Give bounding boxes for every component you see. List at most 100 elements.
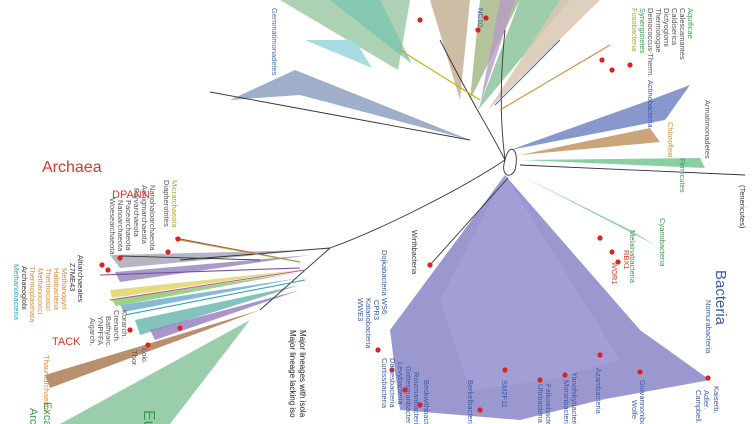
branch-left-grey bbox=[209, 91, 471, 141]
label-falkowbacteria: Falkowbacteria bbox=[544, 384, 553, 424]
clade-wedge-euryarchaeota-blue bbox=[120, 278, 300, 312]
label-methanococci: Methanococci bbox=[36, 268, 45, 315]
label-caldiserica: Caldiserica bbox=[670, 8, 679, 46]
clade-wedge-grey-blue bbox=[230, 70, 470, 140]
clade-wedge-euryarchaeota-green bbox=[112, 272, 300, 306]
label-roizmanbacteria: Roizmanbacteria bbox=[412, 372, 421, 424]
branch-pink bbox=[109, 269, 306, 301]
label-adlerbacteria: Adler. bbox=[702, 390, 711, 409]
bacteria-lineage-labels: Gemmatimonadetes NC10 Aquificae Calescam… bbox=[270, 8, 747, 424]
label-nanohaloarchaeota: Nanohaloarchaeota bbox=[148, 185, 157, 251]
label-aigarch: Aigarch. bbox=[88, 318, 97, 346]
clade-wedge-dpann-purple bbox=[115, 255, 310, 282]
label-bathyarch: Bathyarc. bbox=[104, 316, 113, 348]
label-uhrbacteria: Uhrbacteria bbox=[536, 384, 545, 424]
clade-wedge-eukaryota bbox=[60, 320, 250, 424]
marker-dot bbox=[597, 352, 603, 358]
label-firmicutes: Firmicutes bbox=[678, 158, 687, 193]
branch-root-archaea bbox=[329, 159, 506, 249]
label-thor: Thor. bbox=[130, 350, 139, 367]
marker-dot bbox=[615, 259, 621, 265]
label-aenigmarchaeota: Aenigmarchaeota bbox=[140, 185, 149, 245]
label-eukaryota: Euk bbox=[140, 410, 157, 424]
marker-dot bbox=[609, 249, 615, 255]
label-bacteria: Bacteria bbox=[712, 270, 729, 326]
branch-purple bbox=[99, 267, 301, 276]
clade-wedge-cyanobacteria bbox=[520, 175, 655, 245]
clade-wedge-actinobacteria bbox=[510, 85, 690, 150]
label-tack: TACK bbox=[52, 336, 81, 348]
label-wor1: WOR1 bbox=[610, 262, 619, 285]
clade-wedge-purple-top bbox=[480, 0, 515, 105]
label-aquificae: Aquificae bbox=[686, 8, 695, 39]
branch-cyan bbox=[124, 279, 306, 316]
clade-wedge-thaumarchaeota bbox=[45, 310, 260, 388]
marker-dot bbox=[127, 327, 133, 333]
clade-wedge-top-teal bbox=[330, 0, 412, 64]
label-nanoarchaeota: Nanoarchaeota bbox=[116, 200, 125, 252]
clade-wedge-cyan bbox=[305, 40, 372, 68]
marker-dot bbox=[483, 15, 489, 21]
label-curtissbacteria: Curtissbacteria bbox=[380, 358, 389, 409]
label-wwe3: WWE3 bbox=[356, 298, 365, 321]
label-synergistetes: Synergistetes bbox=[638, 8, 647, 54]
marker-dot bbox=[627, 62, 633, 68]
label-chloroflexi: Chloroflexi bbox=[666, 122, 675, 158]
marker-dot bbox=[427, 262, 433, 268]
clade-wedge-firmicutes bbox=[520, 158, 705, 168]
label-archaea: Archaea bbox=[42, 159, 102, 176]
marker-dot bbox=[562, 372, 568, 378]
marker-dot bbox=[475, 27, 481, 33]
clade-wedge-tack-purple bbox=[150, 290, 300, 340]
label-micrarchaeota: Micrarchaeota bbox=[170, 180, 179, 228]
label-nomurabacteria: Nomurabacteria bbox=[704, 300, 713, 354]
label-gemmatimonadetes: Gemmatimonadetes bbox=[270, 8, 279, 76]
marker-dot bbox=[105, 267, 111, 273]
branch-tenericutes bbox=[519, 164, 746, 176]
bacteria-clades bbox=[230, 0, 710, 420]
marker-dot bbox=[597, 235, 603, 241]
label-moranbacteria: Moranbacteria bbox=[562, 380, 571, 424]
branch-blue-top bbox=[494, 39, 561, 106]
clade-wedge-chloroflexi bbox=[520, 128, 660, 155]
marker-dot bbox=[145, 342, 151, 348]
branch-wirthbacteria bbox=[429, 177, 509, 266]
clade-wedge-cpr-inner bbox=[440, 175, 620, 390]
archaea-lineage-labels: Micrarchaeota Diapherotrites Nanohaloarc… bbox=[12, 180, 179, 424]
label-deinococcus: Deinococcus-Therm. bbox=[646, 8, 655, 77]
label-ynpffa: YNPFFA bbox=[96, 316, 105, 345]
label-thermoplasmata: Thermoplasmata bbox=[28, 266, 37, 323]
label-crenarch: Crenarch. bbox=[112, 310, 121, 343]
label-diapherotrites: Diapherotrites bbox=[162, 180, 171, 227]
branch-bacteria-top bbox=[439, 39, 506, 161]
marker-dot bbox=[599, 57, 605, 63]
label-azambacteria: Azambacteria bbox=[594, 368, 603, 415]
marker-dot bbox=[389, 367, 395, 373]
label-beckwithbacteria: Beckwithbacteria bbox=[422, 380, 431, 424]
clade-wedge-tan bbox=[430, 0, 470, 100]
marker-dot bbox=[637, 369, 643, 375]
label-rbx1: RBX1 bbox=[622, 250, 631, 270]
label-kaiserbacteria: Kaiserb. bbox=[712, 386, 721, 414]
label-cpr3: CPR3 bbox=[372, 300, 381, 320]
label-archaeplastida: Arc bbox=[27, 408, 39, 424]
label-giovannonibacteria: Giovannonibacteria bbox=[638, 380, 647, 424]
label-armatimonadetes: Armatimonadetes bbox=[703, 100, 712, 159]
label-excavata: Exca bbox=[41, 402, 53, 424]
label-berkelbacteria: Berkelbacteria bbox=[466, 380, 475, 424]
label-pacearchaeota: Pacearchaeota bbox=[124, 200, 133, 251]
marker-dot bbox=[502, 367, 508, 373]
label-korarch: Korarch. bbox=[120, 310, 129, 338]
tree-branches-colored bbox=[99, 39, 611, 316]
marker-dot bbox=[402, 387, 408, 393]
lineage-markers bbox=[99, 15, 711, 413]
label-parvarchaeota: Parvarchaeota bbox=[132, 188, 141, 238]
legend: Major lineages with isola Major lineage … bbox=[288, 330, 307, 418]
label-levybacteria: Levybacteria bbox=[396, 362, 405, 405]
label-gottesmanbacteria: Gottesmanbacteria bbox=[404, 366, 413, 424]
label-thermococci: Thermococci bbox=[44, 268, 53, 311]
branch-orange-top bbox=[499, 44, 611, 111]
legend-line-isolates: Major lineages with isola bbox=[298, 330, 307, 418]
clade-wedge-euryarchaeota-yellow bbox=[110, 270, 300, 298]
